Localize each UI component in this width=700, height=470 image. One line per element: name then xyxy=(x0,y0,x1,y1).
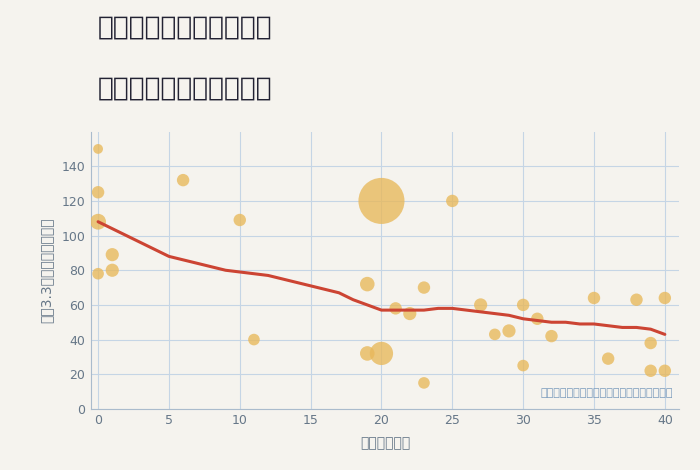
Point xyxy=(92,145,104,153)
Point xyxy=(362,280,373,288)
Point xyxy=(390,305,401,312)
Text: 円の大きさは、取引のあった物件面積を示す: 円の大きさは、取引のあった物件面積を示す xyxy=(540,388,673,398)
Point xyxy=(589,294,600,302)
Point xyxy=(419,379,430,387)
Point xyxy=(603,355,614,362)
Point xyxy=(631,296,642,304)
Point xyxy=(178,176,189,184)
Point xyxy=(106,251,118,258)
Point xyxy=(362,350,373,357)
Point xyxy=(376,350,387,357)
Point xyxy=(404,310,415,317)
Point xyxy=(92,270,104,277)
Point xyxy=(106,266,118,274)
Point xyxy=(248,336,260,343)
Point xyxy=(645,339,657,347)
Point xyxy=(376,197,387,205)
Point xyxy=(532,315,543,322)
Point xyxy=(475,301,486,309)
Point xyxy=(517,301,528,309)
Y-axis label: 坪（3.3㎡）単価（万円）: 坪（3.3㎡）単価（万円） xyxy=(39,218,53,323)
Point xyxy=(92,218,104,226)
Point xyxy=(517,362,528,369)
Point xyxy=(546,332,557,340)
Text: 奈良県奈良市三条本町の: 奈良県奈良市三条本町の xyxy=(98,14,272,40)
Point xyxy=(92,188,104,196)
X-axis label: 築年数（年）: 築年数（年） xyxy=(360,436,410,450)
Point xyxy=(489,330,500,338)
Point xyxy=(447,197,458,205)
Point xyxy=(645,367,657,375)
Point xyxy=(503,327,514,335)
Text: 築年数別中古戸建て価格: 築年数別中古戸建て価格 xyxy=(98,75,272,101)
Point xyxy=(419,284,430,291)
Point xyxy=(659,367,671,375)
Point xyxy=(234,216,246,224)
Point xyxy=(659,294,671,302)
